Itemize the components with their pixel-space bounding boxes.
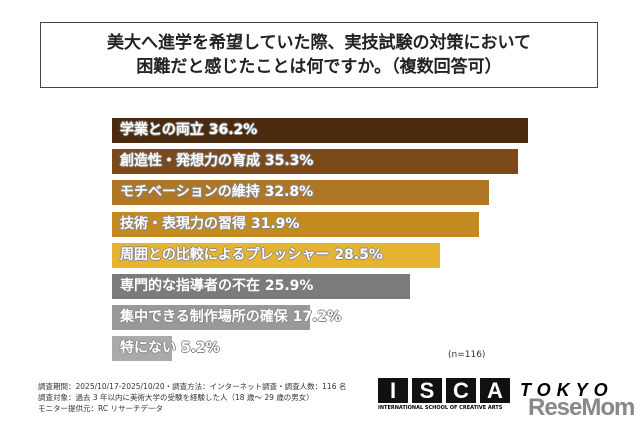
note-line: 調査期間：2025/10/17-2025/10/20・調査方法：インターネット調… [38, 382, 347, 391]
note-line: モニター提供元：RC リサーチデータ [38, 404, 163, 413]
bar-label: 技術・表現力の習得 31.9% [120, 215, 300, 232]
bar-label: 学業との両立 36.2% [120, 122, 258, 138]
watermark: ReseMom [528, 394, 635, 421]
logo-letter: I [378, 378, 408, 403]
isca-logo: I S C A TOKYO [378, 378, 614, 403]
bar [112, 305, 310, 331]
bar-label: 創造性・発想力の育成 35.3% [120, 153, 314, 170]
bar [112, 180, 489, 206]
bar [112, 274, 410, 299]
title-line-1: 美大へ進学を希望していた際、実技試験の対策において [107, 33, 531, 53]
logo-letter: C [446, 378, 476, 403]
bar [112, 336, 172, 362]
bar-label: 専門的な指導者の不在 25.9% [120, 278, 314, 294]
logo-letter: A [480, 378, 510, 403]
bar-label: 集中できる制作場所の確保 17.2% [120, 309, 342, 326]
bar [112, 149, 518, 175]
title-line-2: 困難だと感じたことは何ですか。（複数回答可） [136, 57, 502, 77]
chart-title: 美大へ進学を希望していた際、実技試験の対策において 困難だと感じたことは何ですか… [40, 22, 598, 88]
bar [112, 118, 528, 143]
bar-label: 周囲との比較によるプレッシャー 28.5% [120, 246, 383, 263]
bar [112, 242, 440, 268]
note-line: 調査対象：過去 3 年以内に美術大学の受験を経験した人（18 歳～ 29 歳の男… [38, 393, 314, 402]
bar-label: モチベーションの維持 32.8% [120, 184, 314, 201]
sample-size-note: (n=116) [448, 350, 486, 360]
survey-notes: 調査期間：2025/10/17-2025/10/20・調査方法：インターネット調… [38, 381, 346, 414]
bar [112, 211, 479, 237]
logo-subtitle: INTERNATIONAL SCHOOL OF CREATIVE ARTS [378, 405, 503, 411]
logo-city: TOKYO [520, 380, 614, 400]
bar-label: 特にない 5.2% [120, 340, 220, 357]
logo-letter: S [412, 378, 442, 403]
